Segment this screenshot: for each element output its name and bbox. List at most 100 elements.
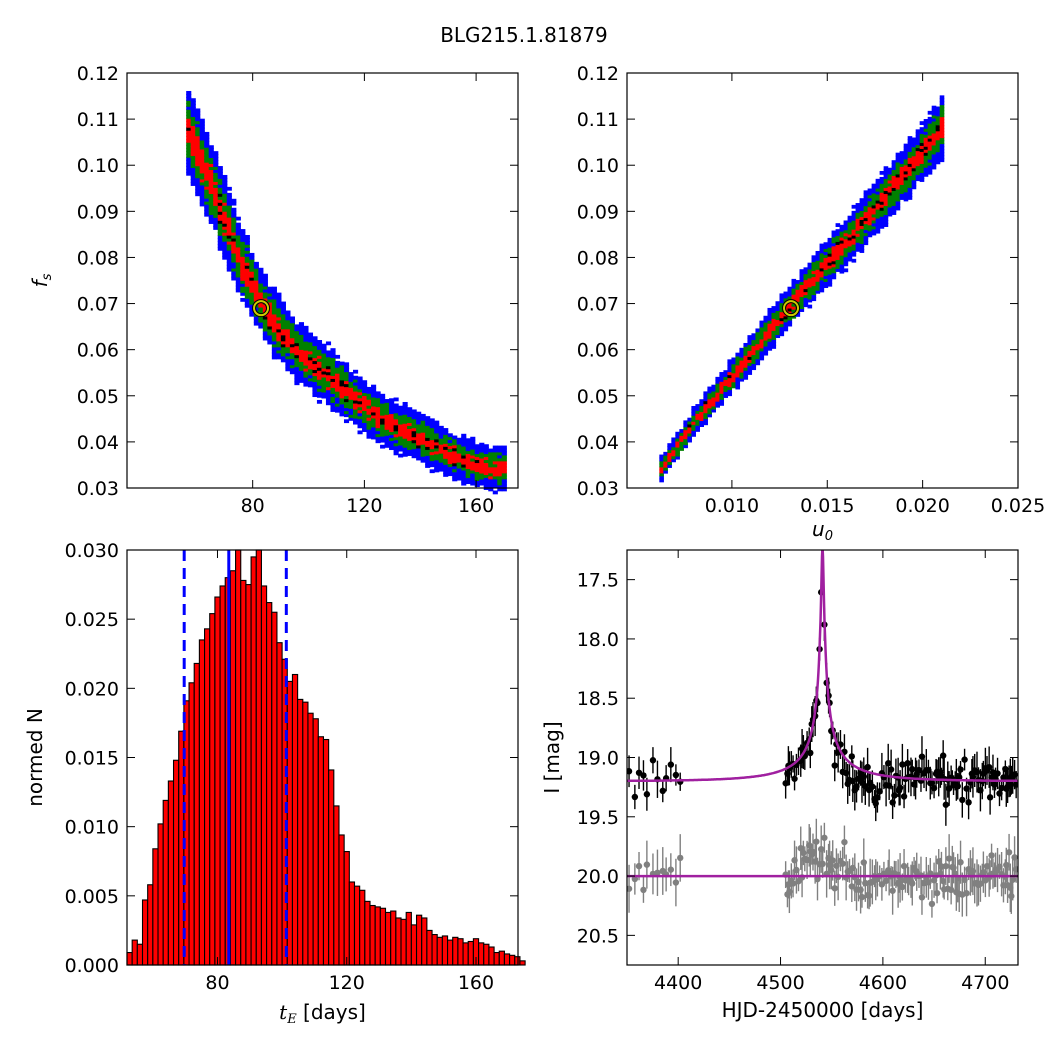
data-point (899, 883, 906, 891)
density-cell (398, 426, 404, 431)
density-cell (470, 466, 476, 471)
density-cell (429, 463, 435, 468)
density-cell (371, 384, 377, 389)
density-cell (393, 421, 399, 426)
density-cell (871, 192, 877, 197)
density-cell (791, 281, 797, 286)
density-cell (727, 365, 733, 370)
density-cell (195, 168, 201, 173)
density-cell (357, 394, 363, 399)
density-cell (217, 205, 223, 209)
density-cell (859, 249, 865, 253)
density-cell (859, 234, 865, 238)
density-cell (190, 131, 196, 135)
density-cell (190, 137, 196, 141)
density-cell (891, 163, 897, 167)
density-cell (249, 297, 255, 302)
density-cell (222, 228, 228, 233)
density-cell (875, 190, 881, 195)
density-cell (859, 213, 865, 217)
density-cell (204, 185, 210, 190)
density-cell (767, 310, 773, 315)
density-cell (470, 451, 476, 456)
density-cell (186, 168, 192, 173)
density-cell (839, 251, 845, 256)
density-cell (911, 140, 917, 145)
density-cell (931, 156, 937, 161)
density-cell (398, 444, 404, 449)
density-cell (217, 228, 223, 233)
density-cell (334, 372, 341, 377)
density-cell (213, 184, 219, 188)
density-cell (731, 357, 737, 362)
density-cell (771, 330, 777, 334)
density-cell (380, 429, 386, 434)
density-cell (213, 181, 219, 185)
density-cell (497, 472, 503, 477)
density-cell (771, 342, 777, 346)
density-cell (222, 234, 228, 239)
density-cell (755, 343, 761, 348)
density-cell (751, 348, 757, 353)
density-cell (226, 231, 232, 236)
density-cell (249, 276, 255, 281)
density-cell (452, 456, 458, 461)
density-cell (389, 410, 395, 415)
density-cell (839, 263, 845, 268)
data-point (841, 838, 848, 846)
density-cell (312, 336, 318, 341)
density-cell (411, 418, 417, 423)
density-cell (303, 343, 309, 348)
density-cell (787, 292, 793, 297)
density-cell (339, 376, 345, 381)
density-cell (823, 275, 829, 280)
density-cell (839, 254, 845, 259)
density-cell (903, 170, 909, 175)
density-cell (883, 178, 889, 183)
density-cell (911, 161, 917, 166)
density-cell (715, 382, 721, 387)
density-cell (867, 194, 873, 199)
density-cell (447, 436, 453, 441)
density-cell (907, 160, 913, 164)
density-cell (362, 425, 368, 429)
density-cell (312, 354, 318, 359)
density-cell (903, 155, 909, 160)
density-cell (186, 138, 192, 143)
density-cell (267, 289, 273, 294)
density-cell (199, 166, 205, 171)
density-cell (371, 402, 377, 407)
density-cell (863, 202, 869, 207)
density-cell (348, 390, 354, 394)
density-cell (815, 286, 821, 291)
density-cell (863, 190, 869, 195)
density-cell (353, 408, 359, 413)
density-cell (407, 410, 413, 415)
density-cell (398, 441, 404, 446)
density-cell (931, 162, 937, 167)
density-cell (855, 230, 861, 234)
density-cell (895, 188, 901, 193)
density-cell (831, 245, 837, 250)
density-cell (843, 235, 849, 240)
density-cell (771, 333, 777, 337)
density-cell (851, 225, 857, 230)
density-cell (939, 155, 945, 160)
histogram-bar (457, 938, 464, 966)
density-cell (348, 396, 354, 400)
density-cell (384, 426, 390, 430)
density-cell (438, 434, 444, 439)
density-cell (213, 187, 219, 191)
density-cell (312, 351, 318, 356)
density-cell (334, 405, 341, 410)
density-cell (863, 208, 869, 213)
density-cell (863, 220, 869, 225)
density-cell (931, 105, 937, 110)
density-cell (843, 244, 849, 249)
density-cell (883, 211, 889, 215)
density-cell (739, 374, 745, 379)
histogram-bar (421, 917, 428, 966)
density-cell (294, 327, 300, 332)
density-cell (903, 191, 909, 196)
density-cell (807, 298, 813, 303)
